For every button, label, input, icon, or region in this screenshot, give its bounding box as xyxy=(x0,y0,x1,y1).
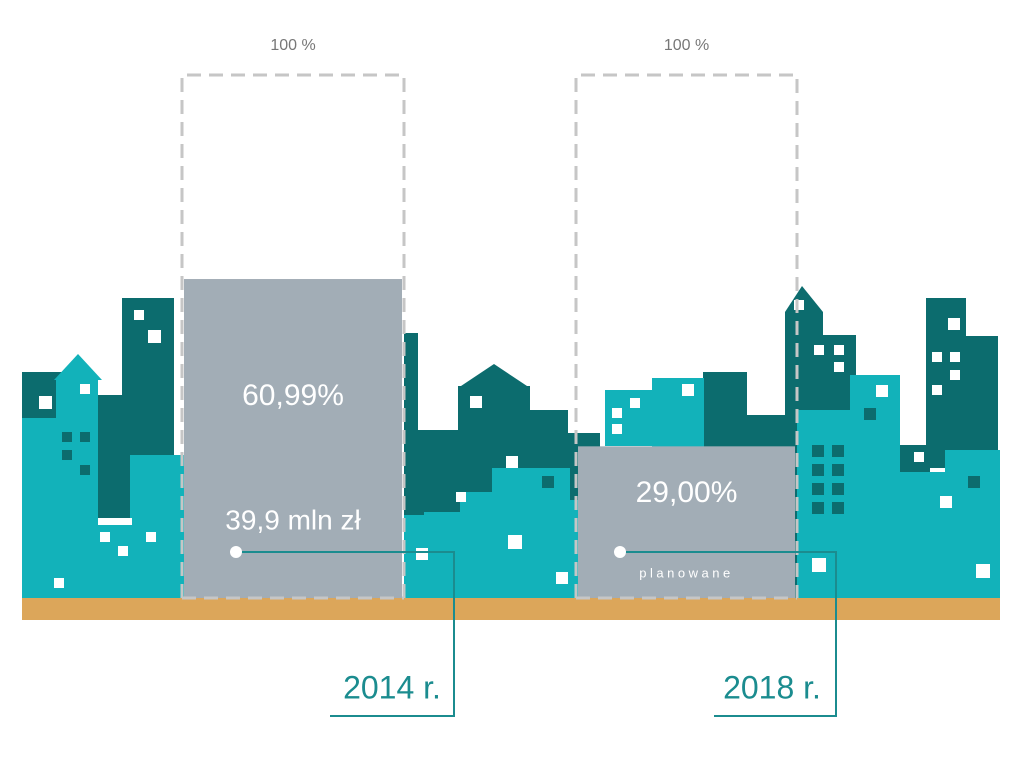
value-label: 60,99% xyxy=(242,379,344,412)
leader-dot xyxy=(230,546,242,558)
note: 39,9 mln zł xyxy=(225,504,361,535)
bar xyxy=(578,446,795,598)
bar xyxy=(184,279,402,598)
category-label: 2014 r. xyxy=(343,669,441,705)
skyline xyxy=(22,286,1000,620)
max-label: 100 % xyxy=(664,37,709,54)
note: planowane xyxy=(639,565,733,580)
leader-line xyxy=(236,551,455,717)
category-label: 2018 r. xyxy=(723,669,821,705)
leader-dot xyxy=(614,546,626,558)
max-label: 100 % xyxy=(270,37,315,54)
value-label: 29,00% xyxy=(636,476,738,509)
leader-line xyxy=(620,551,837,717)
